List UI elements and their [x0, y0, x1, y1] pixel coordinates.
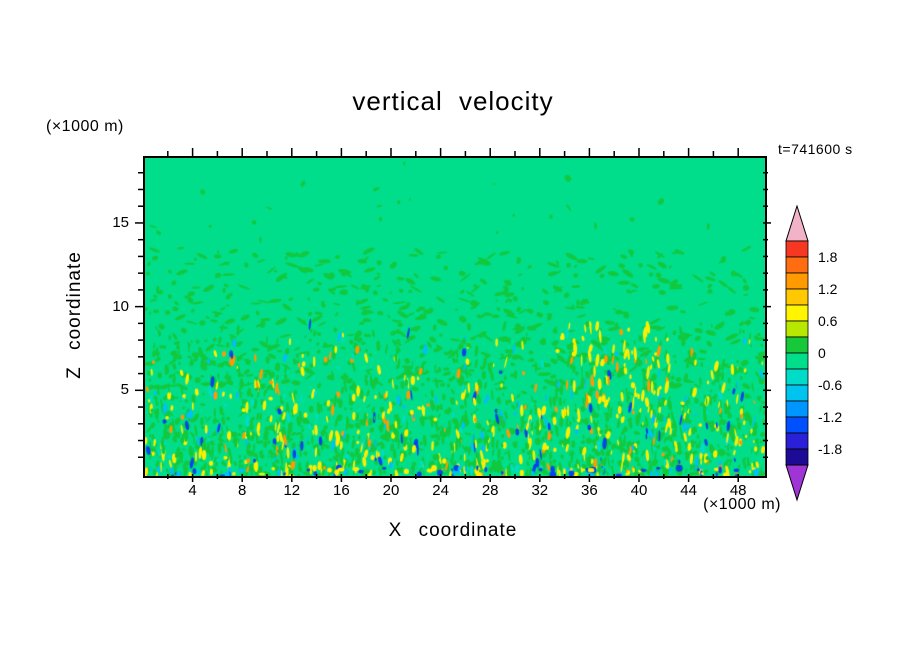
x-tick-label: 36: [581, 482, 598, 499]
colorbar-tick-label: -1.8: [818, 441, 843, 457]
x-axis-unit-label: (×1000 m): [703, 496, 781, 513]
colorbar-tick-label: -0.6: [818, 377, 843, 393]
colorbar-cell: [785, 256, 809, 274]
y-tick-label: 10: [112, 297, 129, 315]
x-tick-label: 20: [382, 482, 400, 499]
chart-title: vertical velocity: [352, 86, 554, 116]
colorbar-tick-label: 1.2: [818, 281, 838, 297]
x-tick-label: 16: [333, 482, 350, 499]
y-tick-label: 15: [112, 213, 129, 231]
colorbar-cell: [785, 384, 809, 402]
colorbar-over-arrow: [785, 205, 809, 242]
colorbar-cell: [785, 416, 809, 434]
x-tick-label: 12: [283, 482, 301, 499]
colorbar-cell: [785, 320, 809, 338]
y-axis-title: Z coordinate: [64, 251, 85, 379]
colorbar-cell: [785, 336, 809, 354]
colorbar-cell: [785, 448, 809, 466]
colorbar-tick-label: -1.2: [818, 409, 843, 425]
colorbar-cell: [785, 352, 809, 370]
colorbar-cell: [785, 272, 809, 290]
colorbar-cell: [785, 432, 809, 450]
x-tick-label: 28: [481, 482, 499, 499]
x-tick-label: 4: [188, 482, 197, 499]
plot-area: [143, 156, 767, 478]
y-axis-unit-label: (×1000 m): [46, 118, 124, 135]
colorbar-cell: [785, 368, 809, 386]
colorbar-under-arrow: [785, 464, 809, 502]
colorbar-tick-label: 0.6: [818, 313, 838, 329]
x-tick-label: 40: [630, 482, 648, 499]
x-tick-label: 8: [238, 482, 247, 499]
x-tick-label: 32: [531, 482, 549, 499]
colorbar-cell: [785, 240, 809, 258]
colorbar-cell: [785, 400, 809, 418]
y-tick-label: 5: [120, 381, 129, 399]
time-label: t=741600 s: [778, 141, 853, 157]
colorbar-svg: [785, 205, 809, 502]
colorbar-tick-label: 1.8: [818, 249, 838, 265]
colorbar-tick-label: 0: [818, 345, 826, 361]
x-tick-label: 24: [432, 482, 449, 499]
velocity-field-canvas: [145, 158, 765, 476]
x-axis-title: X coordinate: [388, 520, 518, 541]
x-tick-label: 44: [680, 482, 697, 499]
x-tick-label: 48: [729, 482, 747, 499]
colorbar-cell: [785, 304, 809, 322]
colorbar-cell: [785, 288, 809, 306]
